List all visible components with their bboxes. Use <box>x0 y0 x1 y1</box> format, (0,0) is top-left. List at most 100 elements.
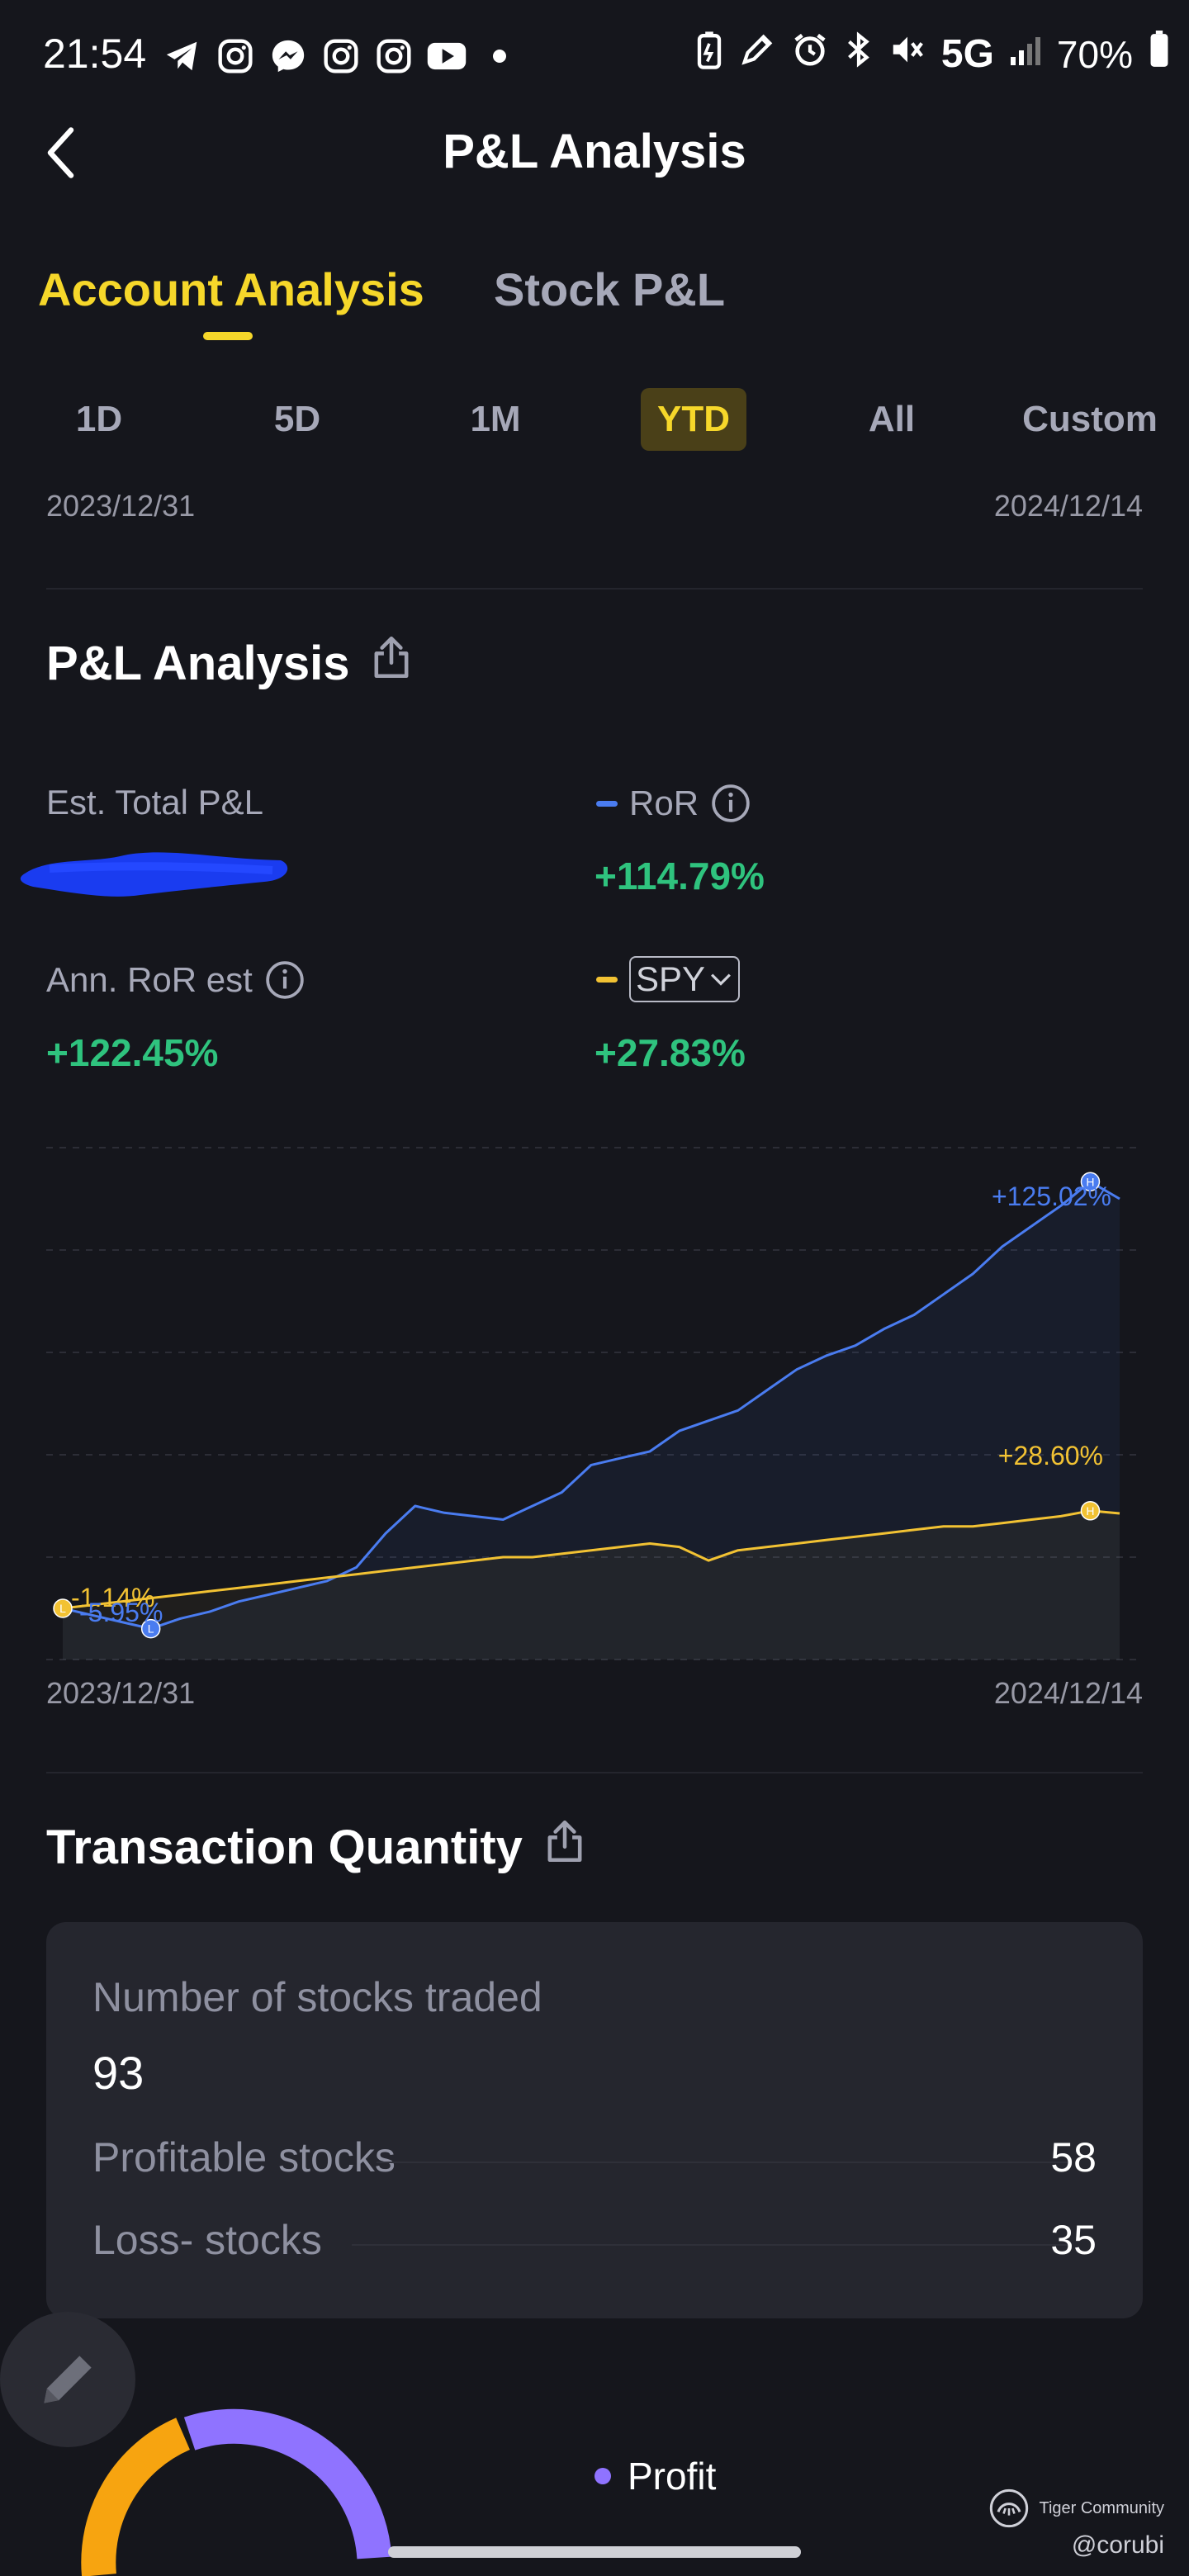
series-line-ror <box>62 1180 1120 1631</box>
series-spy-high-marker: H <box>1080 1501 1101 1521</box>
ror-label: RoR <box>629 784 699 822</box>
stocks-traded-label: Number of stocks traded <box>92 1974 542 2020</box>
series-ror-low-marker: L <box>140 1618 161 1639</box>
est-total-pl-text: Est. Total P&L <box>46 783 264 822</box>
profit-loss-donut <box>81 2408 392 2576</box>
chart-markers: H L H L <box>53 1172 1101 1639</box>
tab-account-analysis[interactable]: Account Analysis <box>38 263 424 315</box>
chart-series-lines <box>62 1180 1120 1631</box>
range-all[interactable]: All <box>868 399 916 439</box>
pl-section-title: P&L Analysis <box>46 636 350 690</box>
benchmark-select[interactable]: SPY <box>629 956 741 1002</box>
loss-stocks-label: Loss- stocks <box>92 2217 322 2263</box>
spy-value: +27.83% <box>594 1031 746 1074</box>
divider <box>46 588 1143 590</box>
transactions-header: Transaction Quantity <box>46 1818 585 1876</box>
ror-value: +114.79% <box>594 855 765 897</box>
redacted-value-scribble <box>20 852 288 897</box>
row-leader-line <box>377 2162 1070 2163</box>
range-start-date: 2023/12/31 <box>46 489 196 523</box>
instagram-icon <box>215 36 256 77</box>
tab-stock-pl[interactable]: Stock P&L <box>494 263 726 315</box>
range-5d[interactable]: 5D <box>273 399 321 439</box>
youtube-icon <box>426 36 467 77</box>
divider <box>46 1772 1143 1773</box>
home-indicator[interactable] <box>388 2546 801 2558</box>
spy-low-label: -1.14% <box>71 1583 154 1612</box>
ror-low-label: -5.95% <box>79 1598 163 1627</box>
series-spy-low-marker: L <box>53 1598 73 1618</box>
info-icon[interactable] <box>710 783 751 824</box>
range-custom[interactable]: Custom <box>1022 399 1158 439</box>
page-title: P&L Analysis <box>443 125 746 178</box>
marker-dot <box>140 1618 161 1639</box>
battery-percent: 70% <box>1056 32 1133 76</box>
profitable-stocks-value: 58 <box>1050 2134 1097 2181</box>
active-tab-indicator <box>203 332 253 340</box>
instagram-icon <box>373 36 414 77</box>
range-ytd[interactable]: YTD <box>641 388 746 451</box>
watermark: Tiger Community @corubi <box>988 2487 1164 2559</box>
ror-legend: RoR <box>596 783 751 824</box>
share-icon[interactable] <box>544 1818 585 1876</box>
share-icon[interactable] <box>371 634 412 692</box>
donut-loss-segment <box>81 2417 191 2576</box>
tiger-logo-icon <box>990 2488 1029 2528</box>
alarm-icon <box>791 31 829 78</box>
signal-icon <box>1009 32 1042 77</box>
chart-grid <box>46 1147 1143 1660</box>
ror-legend-swatch <box>596 800 618 807</box>
network-label: 5G <box>940 32 994 76</box>
loss-stocks-value: 35 <box>1050 2217 1097 2263</box>
chevron-down-icon <box>711 973 731 986</box>
status-right: 5G 70% <box>695 30 1171 78</box>
pl-section-header: P&L Analysis <box>46 634 412 692</box>
watermark-user: @corubi <box>1071 2531 1164 2559</box>
range-1m[interactable]: 1M <box>470 399 521 439</box>
range-1d[interactable]: 1D <box>75 399 123 439</box>
profit-legend-dot <box>594 2468 611 2484</box>
pl-line-chart[interactable]: H L H L +125.02% +28.60% -1.14% -5.95% <box>46 1131 1143 1676</box>
series-line-spy <box>62 1509 1120 1610</box>
battery-icon <box>1148 31 1171 78</box>
marker-letter: L <box>59 1602 66 1615</box>
transactions-title: Transaction Quantity <box>46 1820 523 1874</box>
marker-letter: L <box>148 1622 154 1636</box>
instagram-icon <box>320 36 362 77</box>
chart-x-end: 2024/12/14 <box>993 1676 1143 1710</box>
bluetooth-icon <box>844 31 874 78</box>
messenger-icon <box>268 36 309 77</box>
ann-ror-text: Ann. RoR est <box>46 960 253 999</box>
benchmark-select-label: SPY <box>636 959 706 998</box>
edit-button[interactable] <box>0 2312 135 2447</box>
info-icon[interactable] <box>264 959 306 1001</box>
series-area-spy <box>63 1510 1120 1660</box>
spy-legend-swatch <box>596 976 618 983</box>
marker-letter: H <box>1086 1504 1094 1518</box>
profitable-stocks-label: Profitable stocks <box>92 2134 396 2181</box>
spy-high-label: +28.60% <box>998 1441 1103 1470</box>
est-total-pl-label: Est. Total P&L <box>46 783 263 822</box>
range-end-date: 2024/12/14 <box>993 489 1143 523</box>
status-time: 21:54 <box>43 31 147 77</box>
chart-area-fills <box>63 1181 1120 1660</box>
marker-letter: H <box>1086 1175 1094 1188</box>
battery-saver-icon <box>695 30 723 78</box>
donut-profit-segment <box>183 2408 392 2559</box>
marker-dot <box>1080 1172 1101 1192</box>
ror-high-label: +125.02% <box>992 1181 1111 1211</box>
watermark-brand: Tiger Community <box>1039 2498 1164 2517</box>
pen-icon <box>738 31 776 78</box>
marker-dot <box>1080 1501 1101 1521</box>
transactions-card: Number of stocks traded 93 Profitable st… <box>46 1922 1143 2318</box>
ann-ror-label: Ann. RoR est <box>46 959 306 1001</box>
ann-ror-value: +122.45% <box>46 1031 219 1074</box>
chevron-left-icon <box>47 127 74 178</box>
pencil-icon <box>44 2356 92 2403</box>
row-leader-line <box>352 2244 1070 2246</box>
back-button[interactable] <box>38 124 88 182</box>
dot-icon <box>479 36 520 77</box>
benchmark-legend: SPY <box>596 956 741 1002</box>
profit-legend-label: Profit <box>628 2455 717 2498</box>
stocks-traded-value: 93 <box>92 2047 144 2099</box>
